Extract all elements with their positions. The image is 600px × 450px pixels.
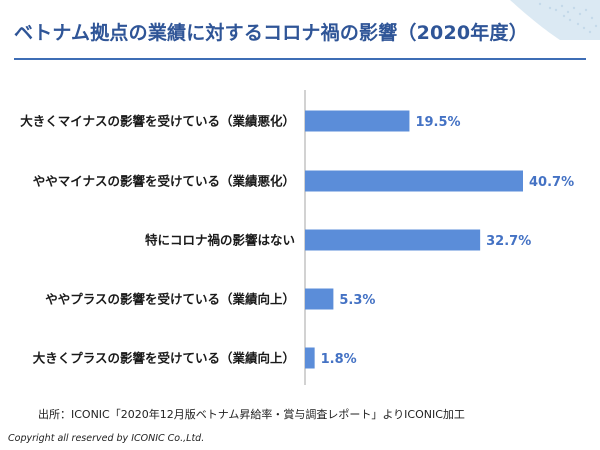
- value-label: 32.7%: [486, 234, 531, 249]
- bar: [305, 288, 334, 310]
- category-label: ややプラスの影響を受けている（業績向上）: [45, 292, 295, 307]
- copyright-text: Copyright all reserved by ICONIC Co.,Ltd…: [8, 433, 205, 444]
- source-note: 出所：ICONIC「2020年12月版ベトナム昇給率・賞与調査レポート」よりIC…: [38, 408, 465, 421]
- value-label: 5.3%: [339, 293, 375, 308]
- bar: [305, 170, 523, 192]
- category-label: 大きくマイナスの影響を受けている（業績悪化）: [20, 114, 295, 129]
- bar: [305, 110, 410, 132]
- category-label: ややマイナスの影響を受けている（業績悪化）: [33, 174, 295, 189]
- category-label: 大きくプラスの影響を受けている（業績向上）: [33, 351, 295, 366]
- value-label: 1.8%: [321, 352, 357, 367]
- category-label: 特にコロナ禍の影響はない: [145, 233, 295, 248]
- world-map-decoration: [490, 0, 600, 40]
- value-label: 40.7%: [529, 175, 574, 190]
- chart-title: ベトナム拠点の業績に対するコロナ禍の影響（2020年度）: [14, 22, 528, 44]
- bar: [305, 229, 481, 251]
- bar: [305, 347, 315, 369]
- value-label: 19.5%: [415, 115, 460, 130]
- title-underline: [14, 58, 586, 60]
